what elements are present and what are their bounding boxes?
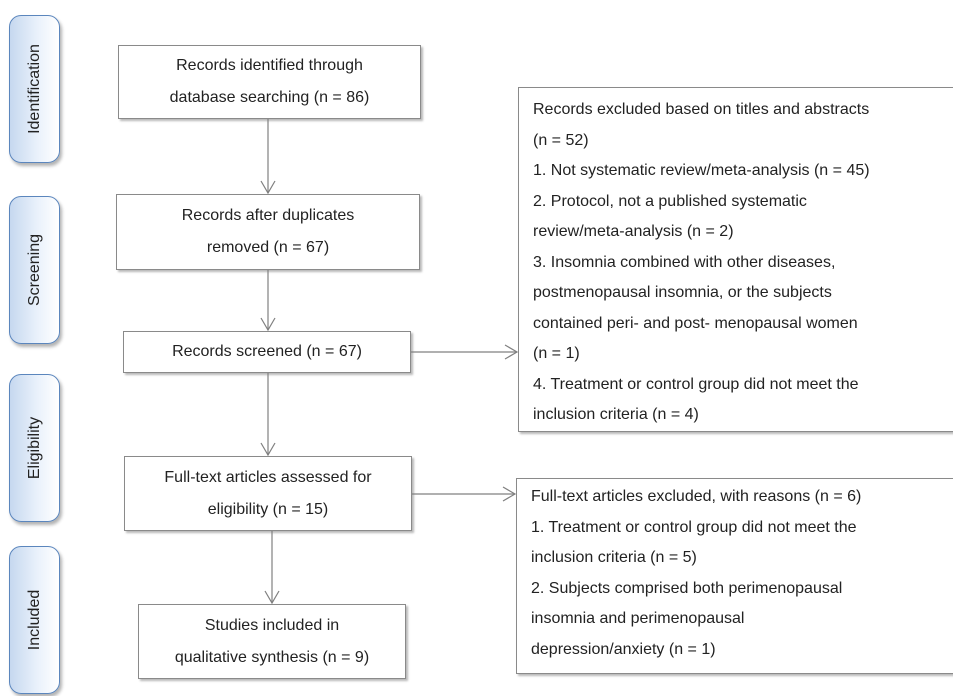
exclusion-line: (n = 1) — [533, 345, 580, 362]
records-screened-box: Records screened (n = 67) — [123, 331, 411, 373]
exclusion-line: (n = 52) — [533, 131, 589, 149]
exclusion-line: contained peri- and post- menopausal wom… — [533, 314, 858, 332]
exclusion-line: depression/anxiety (n = 1) — [531, 640, 716, 658]
box-text-line: Records after duplicates — [181, 207, 355, 224]
studies-included-box: Studies included in qualitative synthesi… — [138, 604, 406, 679]
exclusion-line: insomnia and perimenopausal — [531, 610, 745, 627]
arrow-screened-to-fulltext — [260, 373, 276, 457]
arrow-duplicates-to-screened — [260, 270, 276, 332]
box-text-line: Full-text articles assessed for — [164, 468, 372, 486]
phase-included: Included — [9, 546, 60, 694]
records-identified-box: Records identified through database sear… — [118, 45, 421, 119]
exclusion-line: 1. Treatment or control group did not me… — [531, 518, 857, 536]
arrow-screened-to-excluded — [411, 344, 519, 360]
fulltext-assessed-box: Full-text articles assessed for eligibil… — [124, 456, 412, 531]
box-text-line: removed (n = 67) — [206, 239, 330, 256]
exclusion-line: 4. Treatment or control group did not me… — [533, 375, 859, 393]
exclusion-line: Full-text articles excluded, with reason… — [531, 488, 862, 505]
box-text-line: database searching (n = 86) — [169, 89, 370, 106]
excluded-titles-abstracts-box: Records excluded based on titles and abs… — [518, 87, 953, 432]
arrow-fulltext-to-included — [264, 531, 280, 605]
box-text-line: Records screened (n = 67) — [172, 343, 362, 360]
duplicates-removed-box: Records after duplicates removed (n = 67… — [116, 194, 420, 270]
exclusion-line: 2. Protocol, not a published systematic — [533, 192, 807, 210]
exclusion-line: 1. Not systematic review/meta-analysis (… — [533, 162, 870, 179]
exclusion-line: 3. Insomnia combined with other diseases… — [533, 253, 836, 271]
arrow-identified-to-duplicates — [260, 119, 276, 195]
excluded-fulltext-box: Full-text articles excluded, with reason… — [516, 478, 953, 674]
exclusion-line: Records excluded based on titles and abs… — [533, 101, 870, 118]
exclusion-line: review/meta-analysis (n = 2) — [533, 223, 734, 240]
exclusion-line: inclusion criteria (n = 5) — [531, 549, 697, 566]
phase-screening: Screening — [9, 196, 60, 344]
box-text-line: eligibility (n = 15) — [207, 500, 329, 518]
exclusion-line: 2. Subjects comprised both perimenopausa… — [531, 579, 843, 597]
arrow-fulltext-to-excluded — [412, 486, 517, 502]
box-text-line: qualitative synthesis (n = 9) — [174, 648, 370, 666]
phase-eligibility: Eligibility — [9, 374, 60, 522]
exclusion-line: inclusion criteria (n = 4) — [533, 406, 699, 423]
box-text-line: Studies included in — [204, 616, 340, 634]
exclusion-line: postmenopausal insomnia, or the subjects — [533, 284, 832, 301]
box-text-line: Records identified through — [176, 57, 363, 74]
phase-identification: Identification — [9, 15, 60, 163]
